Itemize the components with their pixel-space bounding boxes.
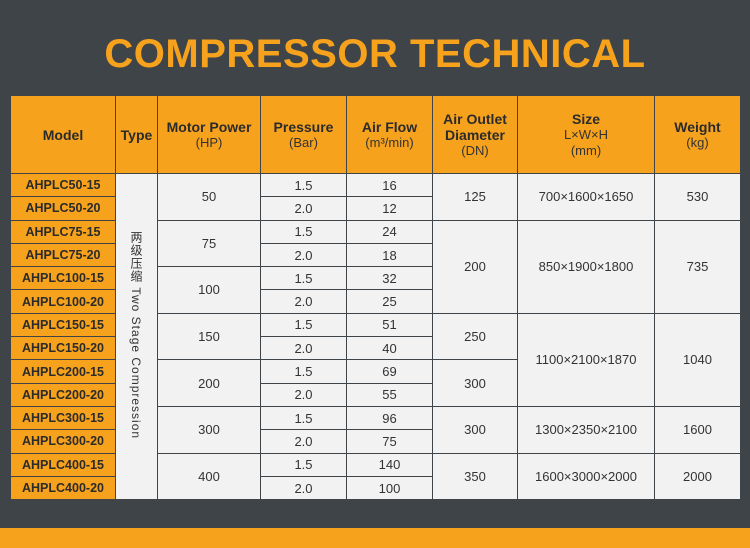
pressure-cell: 1.5: [260, 312, 347, 338]
air-flow-cell: 25: [346, 289, 433, 314]
weight-cell: 530: [654, 173, 741, 221]
table-row: AHPLC300-20 2.0 75: [10, 429, 741, 454]
air-outlet-cell: 125: [432, 173, 518, 221]
table-row: AHPLC300-15 300 1.5 96 300 1300×2350×210…: [10, 405, 741, 454]
pressure-cell: 2.0: [260, 289, 347, 314]
header-type: Type: [115, 95, 158, 174]
air-outlet-cell: 300: [432, 405, 518, 454]
model-cell: AHPLC75-20: [10, 242, 116, 268]
parameters-table: Model Type Motor Power (HP) Pressure (Bar)…: [10, 95, 741, 501]
air-outlet-cell: 350: [432, 452, 518, 501]
pressure-cell: 2.0: [260, 196, 347, 221]
model-cell: AHPLC400-20: [10, 475, 116, 501]
model-cell: AHPLC300-20: [10, 429, 116, 454]
pressure-cell: 1.5: [260, 172, 347, 198]
footer-bar: [0, 528, 750, 548]
air-flow-cell: 16: [346, 172, 433, 198]
pressure-cell: 1.5: [260, 266, 347, 291]
weight-cell: 1040: [654, 312, 741, 407]
size-cell: 1600×3000×2000: [517, 452, 655, 501]
type-cell: 两级压缩 Two Stage Compression: [115, 172, 158, 501]
table-row: AHPLC400-15 400 1.5 140 350 1600×3000×20…: [10, 452, 741, 501]
air-flow-cell: 75: [346, 429, 433, 454]
pressure-cell: 2.0: [260, 336, 347, 361]
table-row: AHPLC150-20 2.0 40: [10, 336, 741, 361]
header-air-outlet: Air Outlet Diameter (DN): [432, 95, 518, 174]
pressure-cell: 2.0: [260, 429, 347, 454]
header-motor-power: Motor Power (HP): [157, 95, 261, 174]
air-outlet-cell: 200: [432, 219, 518, 314]
motor-power-cell: 300: [157, 405, 261, 454]
header-pressure: Pressure (Bar): [260, 95, 347, 174]
motor-power-cell: 50: [157, 173, 261, 221]
motor-power-cell: 100: [157, 266, 261, 314]
pressure-cell: 1.5: [260, 219, 347, 244]
model-cell: AHPLC50-20: [10, 196, 116, 221]
model-cell: AHPLC150-15: [10, 312, 116, 338]
pressure-cell: 1.5: [260, 452, 347, 477]
table-row: AHPLC50-20 2.0 12: [10, 196, 741, 221]
model-cell: AHPLC50-15: [10, 172, 116, 198]
header-weight: Weight (kg): [654, 95, 741, 174]
model-cell: AHPLC200-15: [10, 359, 116, 384]
header-row: Model Type Motor Power (HP) Pressure (Bar)…: [10, 95, 741, 174]
model-cell: AHPLC100-20: [10, 289, 116, 314]
pressure-cell: 1.5: [260, 405, 347, 431]
pressure-cell: 2.0: [260, 475, 347, 501]
air-flow-cell: 40: [346, 336, 433, 361]
weight-cell: 2000: [654, 452, 741, 501]
model-cell: AHPLC150-20: [10, 336, 116, 361]
table-row: AHPLC200-15 200 1.5 69 300: [10, 359, 741, 407]
air-flow-cell: 12: [346, 196, 433, 221]
pressure-cell: 2.0: [260, 242, 347, 268]
model-cell: AHPLC100-15: [10, 266, 116, 291]
air-flow-cell: 140: [346, 452, 433, 477]
pressure-cell: 2.0: [260, 382, 347, 407]
air-flow-cell: 51: [346, 312, 433, 338]
size-cell: 850×1900×1800: [517, 219, 655, 314]
header-model: Model: [10, 95, 116, 174]
weight-cell: 1600: [654, 405, 741, 454]
air-flow-cell: 69: [346, 359, 433, 384]
table-row: AHPLC200-20 2.0 55: [10, 382, 741, 407]
air-flow-cell: 32: [346, 266, 433, 291]
model-cell: AHPLC200-20: [10, 382, 116, 407]
model-cell: AHPLC75-15: [10, 219, 116, 244]
weight-cell: 735: [654, 219, 741, 314]
model-cell: AHPLC400-15: [10, 452, 116, 477]
air-outlet-cell: 300: [432, 359, 518, 407]
motor-power-cell: 200: [157, 359, 261, 407]
table-row: AHPLC150-15 150 1.5 51 250 1100×2100×187…: [10, 312, 741, 407]
air-flow-cell: 100: [346, 475, 433, 501]
table-row: AHPLC75-15 75 1.5 24 200 850×1900×1800 7…: [10, 219, 741, 314]
table-row: AHPLC400-20 2.0 100: [10, 475, 741, 501]
motor-power-cell: 150: [157, 312, 261, 361]
size-cell: 1300×2350×2100: [517, 405, 655, 454]
table-row: AHPLC50-15 两级压缩 Two Stage Compression 50…: [10, 172, 741, 501]
air-flow-cell: 55: [346, 382, 433, 407]
motor-power-cell: 400: [157, 452, 261, 501]
header-air-flow: Air Flow (m³/min): [346, 95, 433, 174]
pressure-cell: 1.5: [260, 359, 347, 384]
model-cell: AHPLC300-15: [10, 405, 116, 431]
size-cell: 1100×2100×1870: [517, 312, 655, 407]
type-label: 两级压缩 Two Stage Compression: [129, 231, 143, 440]
size-cell: 700×1600×1650: [517, 173, 655, 221]
header-size: Size L×W×H (mm): [517, 95, 655, 174]
table-row: AHPLC75-20 2.0 18: [10, 242, 741, 268]
air-flow-cell: 96: [346, 405, 433, 431]
air-flow-cell: 18: [346, 242, 433, 268]
table-row: AHPLC100-20 2.0 25: [10, 289, 741, 314]
air-outlet-cell: 250: [432, 312, 518, 361]
air-flow-cell: 24: [346, 219, 433, 244]
motor-power-cell: 75: [157, 219, 261, 268]
